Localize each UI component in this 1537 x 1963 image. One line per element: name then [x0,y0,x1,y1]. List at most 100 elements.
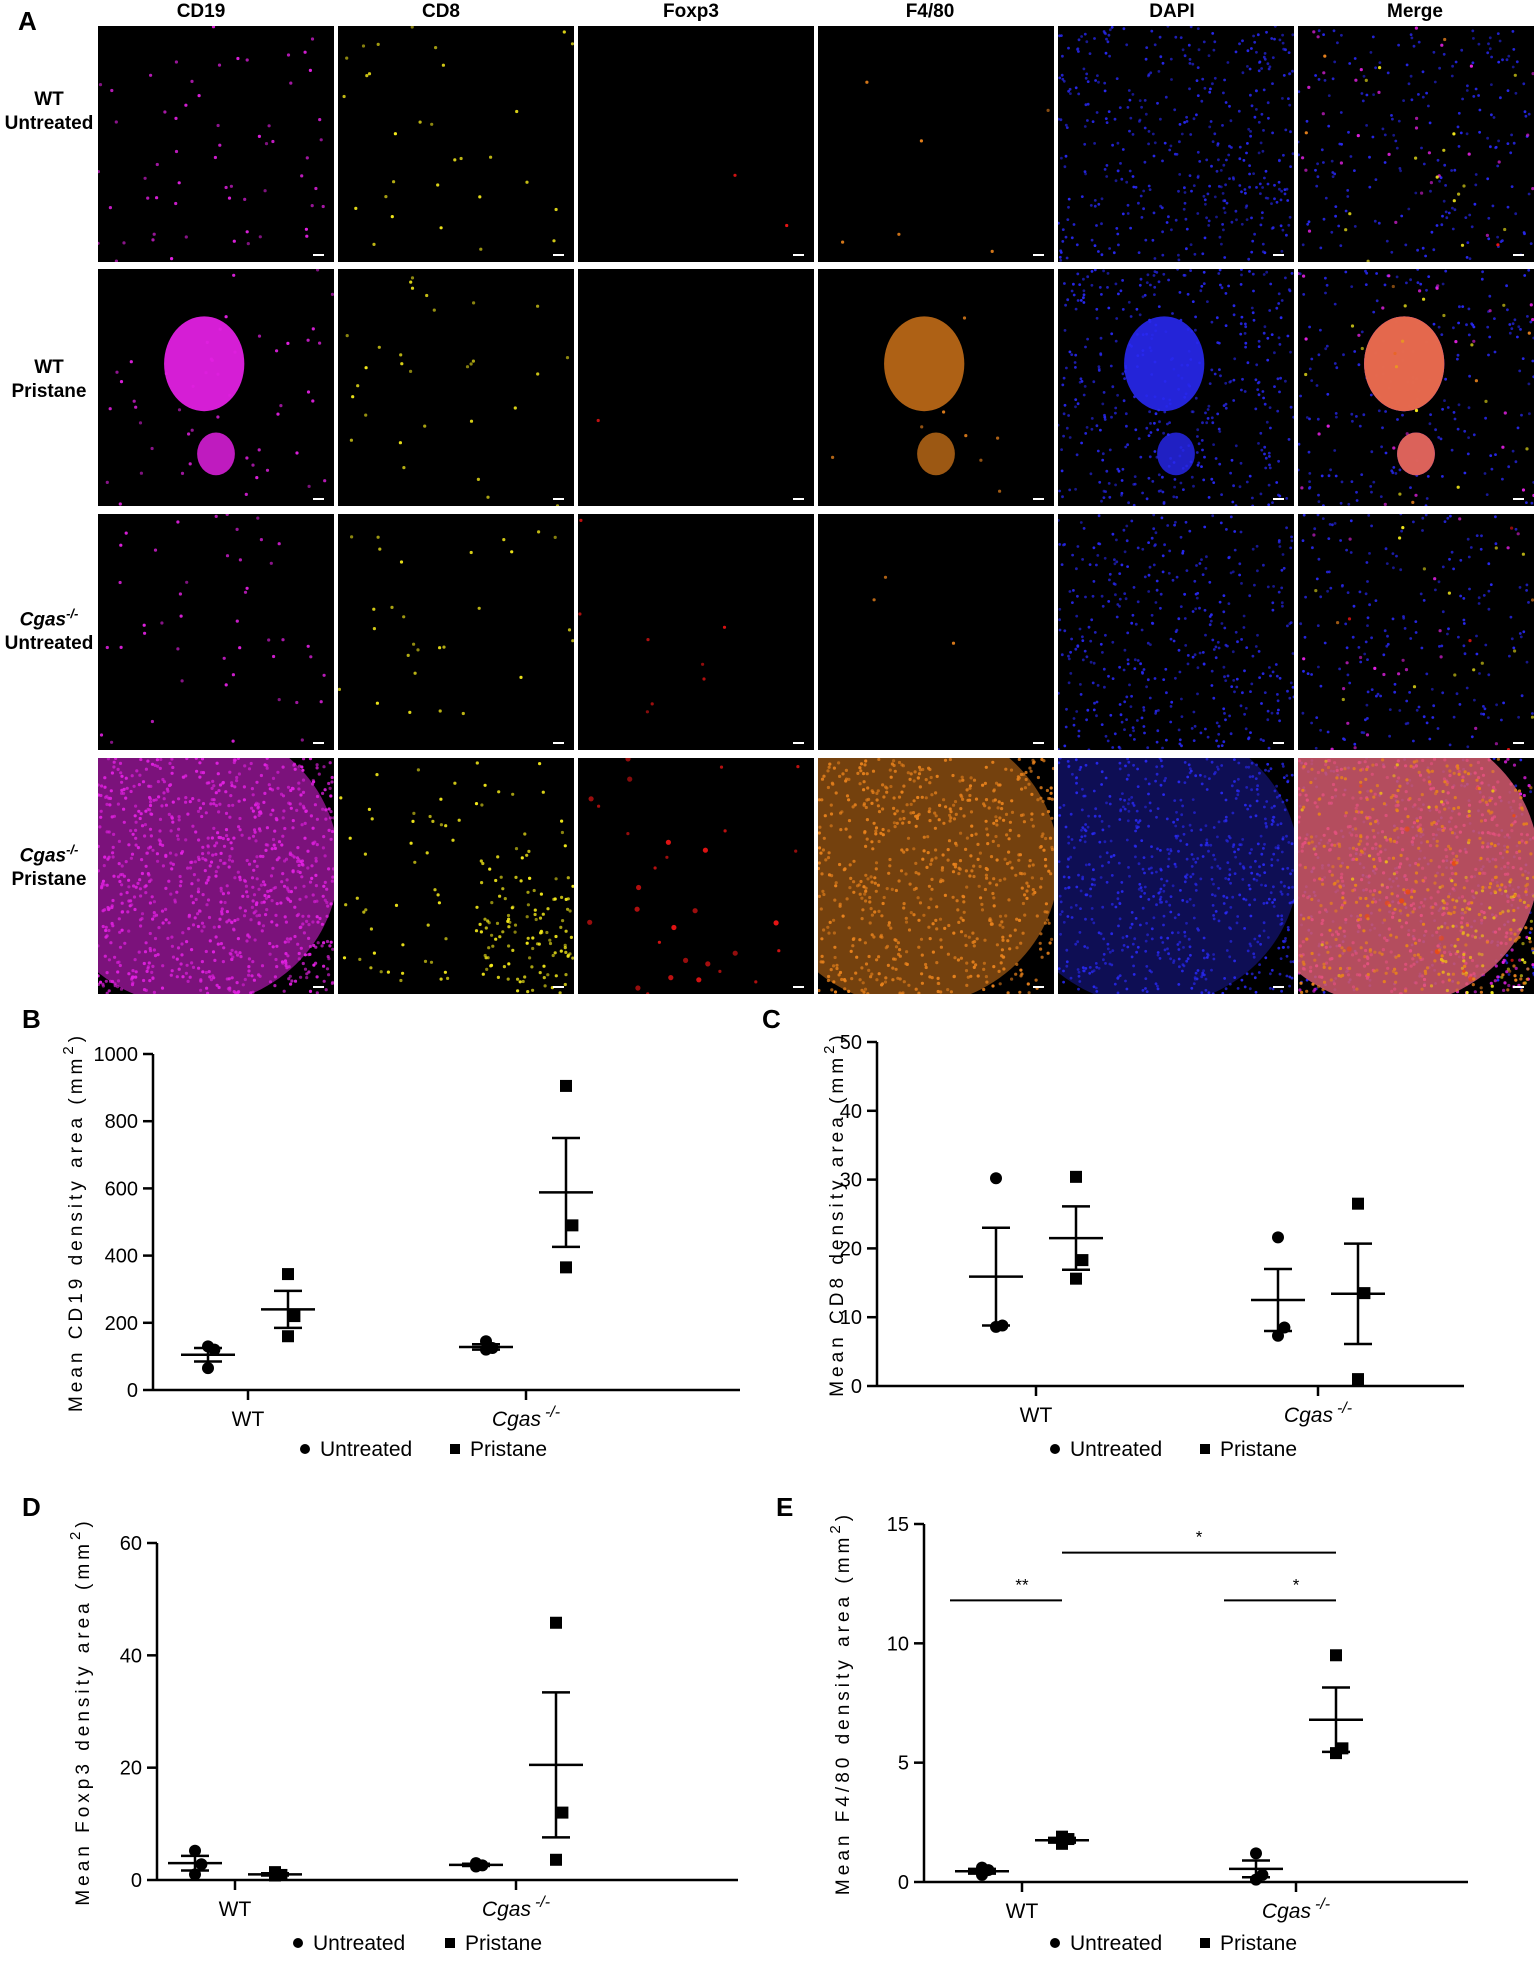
legend-marker-circle [300,1444,310,1454]
data-point-untreated [990,1320,1002,1333]
y-tick-label: 1000 [94,1044,139,1066]
y-tick-label: 20 [120,1758,142,1780]
column-header-foxp3: Foxp3 [663,1,719,22]
scale-bar [313,254,324,256]
row-treatment: Untreated [4,113,94,134]
scale-bar [1033,742,1044,744]
scale-bar [793,742,804,744]
legend-marker-square [1200,1444,1210,1454]
scale-bar [1513,254,1524,256]
scale-bar [553,498,564,500]
micrograph-cd8-row2 [338,269,574,506]
scale-bar [1273,986,1284,988]
x-category-text: Cgas [1262,1900,1312,1923]
legend-marker-square [1200,1938,1210,1948]
micrograph-cd8-row3 [338,514,574,750]
data-point-pristane [1330,1649,1342,1662]
data-point-pristane [1352,1197,1364,1210]
y-tick-label: 0 [131,1870,142,1892]
y-tick-label: 20 [840,1238,862,1260]
micrograph-dapi-row1 [1058,26,1294,262]
row-genotype: WT [34,357,64,378]
scale-bar [1273,254,1284,256]
x-category-text: Cgas [492,1408,542,1431]
data-point-pristane [282,1330,294,1343]
x-category-sup: -/- [1337,1400,1352,1417]
micrograph-foxp3-row2 [578,269,814,506]
y-tick-label: 40 [840,1101,862,1123]
micrograph-dapi-row3 [1058,514,1294,750]
x-category-label: Cgas -/- [492,1404,560,1431]
scale-bar [1273,742,1284,744]
panel-label-c: C [762,1004,781,1034]
data-point-pristane [1076,1254,1089,1267]
legend-label: Pristane [1220,1438,1297,1461]
x-category-sup: -/- [545,1404,560,1421]
y-title-close: ) [73,1517,94,1527]
y-tick-label: 0 [851,1376,862,1398]
data-point-untreated [990,1172,1002,1185]
significance-label: * [1196,1528,1203,1547]
data-point-untreated [1250,1847,1262,1860]
panel-label-b: B [22,1004,41,1034]
legend-label: Pristane [465,1932,542,1955]
data-point-pristane [566,1219,579,1232]
legend-marker-circle [1050,1444,1060,1454]
micrograph-f480-row1 [818,26,1054,262]
x-category-text: WT [219,1898,252,1921]
legend-label: Pristane [470,1438,547,1461]
x-category-label: Cgas -/- [482,1894,550,1921]
scale-bar [553,254,564,256]
y-axis-title: Mean Foxp3 density area (mm2) [67,1517,94,1905]
column-header-cd8: CD8 [421,1,460,22]
micrograph-foxp3-row4 [578,758,814,994]
y-tick-label: 400 [105,1246,138,1268]
panel-label-d: D [22,1492,41,1522]
micrograph-cd8-row1 [338,26,574,262]
y-title-close: ) [827,1031,848,1041]
scale-bar [313,986,324,988]
y-tick-label: 60 [120,1533,142,1555]
x-category-label: WT [219,1898,252,1921]
y-tick-label: 200 [105,1313,138,1335]
legend-marker-circle [1050,1938,1060,1948]
scale-bar [1273,498,1284,500]
y-tick-label: 40 [120,1645,142,1667]
micrograph-merge-row4 [1298,758,1534,994]
micrograph-f480-row2 [818,269,1054,506]
y-title-close: ) [66,1032,87,1042]
y-title-sup: 2 [827,1521,844,1533]
x-category-text: WT [1006,1900,1039,1923]
significance-label: * [1293,1575,1300,1594]
panel-label-a: A [18,6,37,36]
x-category-label: WT [1020,1404,1053,1427]
x-category-text: WT [1020,1404,1053,1427]
data-point-pristane [1070,1272,1082,1285]
y-tick-label: 30 [840,1170,862,1192]
legend-label: Pristane [1220,1932,1297,1955]
y-tick-label: 0 [898,1872,909,1894]
data-point-untreated [1272,1329,1284,1342]
row-genotype: Cgas [19,845,67,867]
y-tick-label: 5 [898,1753,909,1775]
legend-label: Untreated [320,1438,412,1461]
data-point-pristane [550,1616,562,1629]
legend-marker-square [445,1938,455,1948]
y-title-close: ) [833,1511,854,1521]
legend-marker-circle [293,1938,303,1948]
scale-bar [1033,254,1044,256]
micrograph-merge-row3 [1298,514,1534,750]
scale-bar [793,254,804,256]
legend-label: Untreated [313,1932,405,1955]
scale-bar [553,742,564,744]
y-title-sup: 2 [60,1042,77,1054]
row-genotype-sup: -/- [66,606,79,621]
row-treatment: Untreated [4,633,94,655]
y-title-sup: 2 [67,1528,84,1540]
column-header-merge: Merge [1387,1,1443,22]
micrograph-cd19-row3 [98,514,334,750]
scale-bar [1513,498,1524,500]
micrograph-foxp3-row1 [578,26,814,262]
y-title-text: Mean CD8 density area (mm [827,1054,848,1397]
row-header-wt-pristane: WT Pristane [0,356,98,404]
